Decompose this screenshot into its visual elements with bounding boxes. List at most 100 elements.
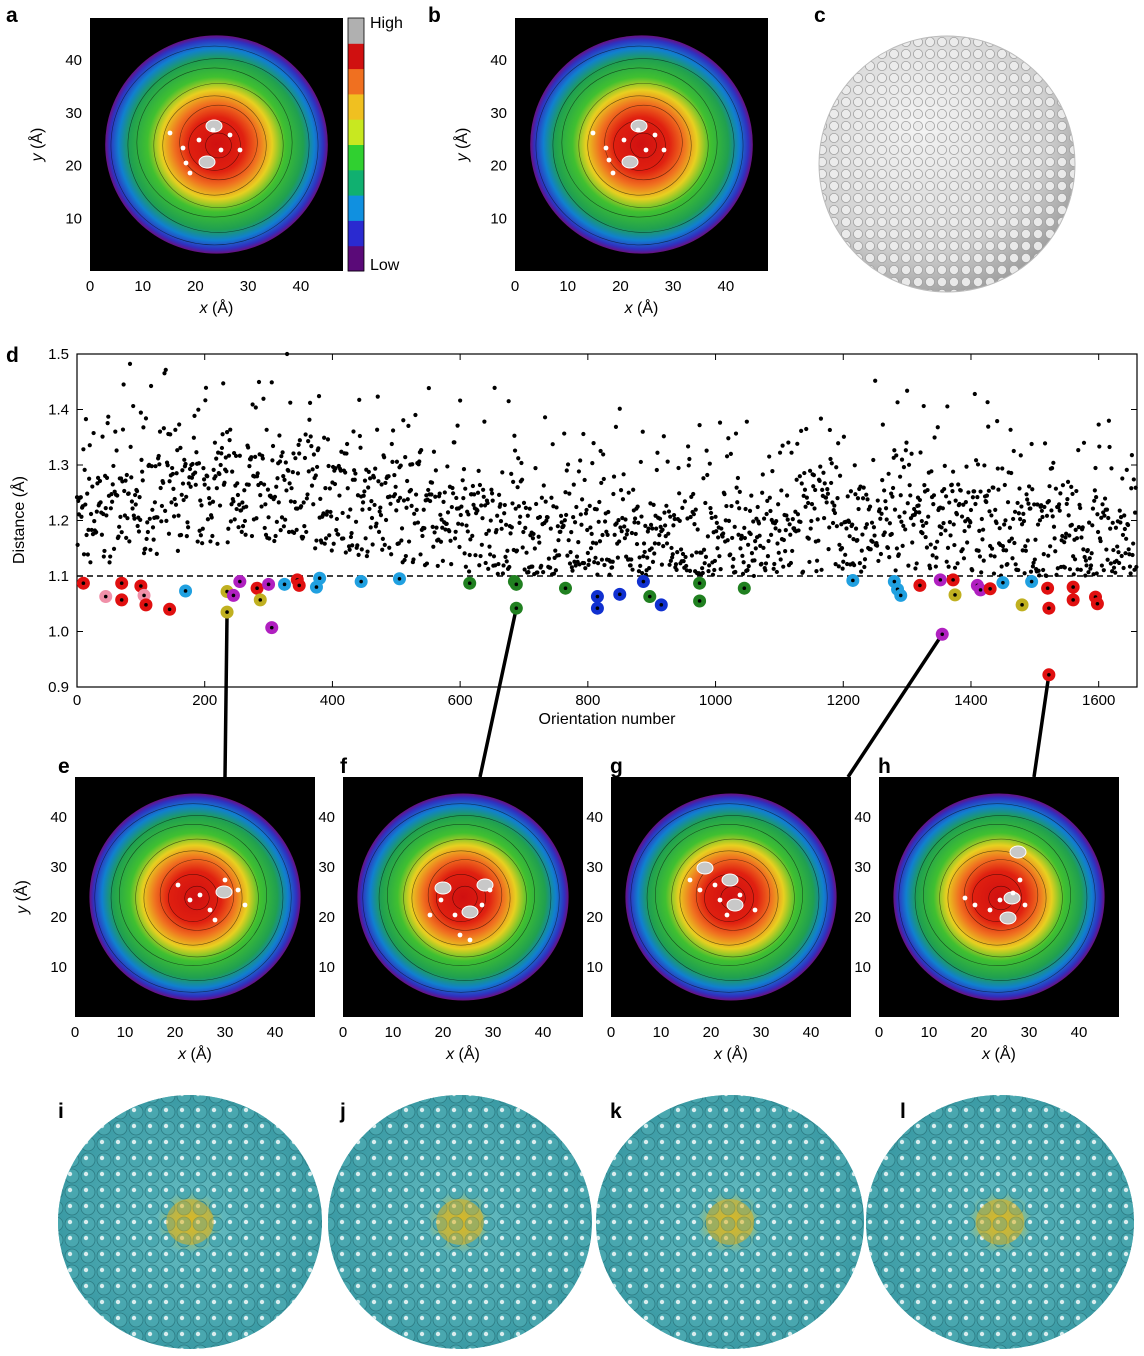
panel-label-c: c [814,4,826,27]
data-point [313,473,318,478]
data-point [327,533,332,538]
highlight-center [297,583,302,588]
peak-spot [721,873,739,887]
data-point [933,564,938,569]
data-point [362,478,368,483]
data-point [555,524,560,529]
data-point [567,561,573,566]
data-point [91,430,96,436]
data-point [924,545,930,550]
data-point [636,520,641,525]
data-point [718,567,723,572]
data-point [834,465,839,470]
data-point [280,450,285,455]
data-point [539,563,544,569]
data-point [1118,520,1123,525]
data-point [259,504,264,509]
data-point [820,487,825,492]
data-point [498,519,504,524]
highlighted-point [278,577,292,591]
gold-core-glimpse [436,1199,484,1245]
data-point [1125,522,1131,528]
data-point [488,552,493,557]
highlighted-point [693,594,707,608]
data-point [127,361,133,366]
data-point [714,520,719,525]
data-point [449,561,454,567]
y-axis-label: y (Å) [12,880,31,915]
data-point [859,569,864,574]
highlight-center [1047,606,1051,610]
data-point [253,405,258,410]
data-point [1083,573,1088,578]
data-point [226,526,231,531]
data-point [1062,565,1067,570]
data-point [210,499,216,504]
data-point [999,564,1004,569]
data-point [953,498,958,503]
colorbar-low-label: Low [370,257,400,274]
data-point [959,514,965,519]
data-point [186,481,191,486]
data-point [295,471,301,476]
contour-line [695,859,771,931]
data-point [769,532,774,537]
data-point [572,520,578,525]
highlighted-point [509,577,523,591]
atom-marker [687,877,693,883]
data-point [628,563,633,568]
data-point [839,546,845,551]
data-point [496,561,501,567]
colorbar-segment [348,169,364,196]
data-point [350,543,355,548]
data-point [784,493,790,498]
data-point [1052,536,1057,541]
data-point [1090,506,1096,511]
data-point [585,550,590,556]
data-point [198,498,203,503]
data-point [880,478,885,483]
data-point [632,520,637,525]
data-point [1090,523,1095,528]
data-point [799,428,804,433]
data-point [398,495,403,500]
data-point [181,497,186,503]
data-point [1075,567,1080,572]
data-point [913,510,919,515]
data-point [492,385,497,390]
data-point [118,514,123,519]
highlighted-point [613,587,627,601]
data-point [420,533,425,539]
data-point [87,476,92,481]
data-point [1029,441,1034,447]
data-point [1021,519,1027,524]
data-point [292,499,297,505]
data-point [455,423,460,428]
data-point [1065,497,1070,502]
data-point [756,521,762,526]
highlight-center [514,606,519,610]
data-point [562,431,567,436]
data-point [583,511,589,516]
data-point [461,495,466,501]
data-point [622,524,627,529]
data-point [422,526,427,531]
data-point [571,515,576,520]
highlighted-point [693,576,707,590]
data-point [943,528,948,533]
contour-line [552,58,735,233]
data-point [739,533,744,538]
data-point [693,507,698,512]
data-point [562,518,567,523]
data-point [163,508,168,514]
data-point [931,502,936,507]
highlight-center [81,581,86,586]
data-point [650,559,656,564]
data-point [138,517,143,522]
data-point [777,528,782,533]
data-point [346,544,352,549]
data-point [1122,526,1127,532]
data-point [378,513,384,518]
data-point [383,517,389,523]
highlighted-point [946,573,960,587]
